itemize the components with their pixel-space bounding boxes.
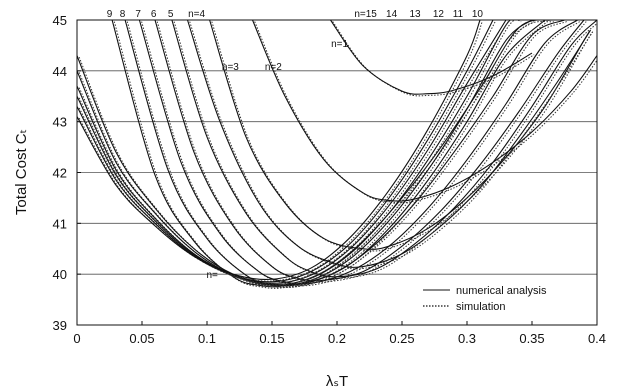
curve-label: 6 <box>151 9 157 20</box>
series-simulation-line <box>254 21 597 204</box>
y-tick-label: 43 <box>53 115 67 130</box>
series-simulation-line <box>173 21 597 279</box>
x-tick-label: 0.4 <box>588 331 606 346</box>
series-simulation-line <box>78 21 483 282</box>
y-tick-label: 44 <box>53 64 67 79</box>
legend-label-simulation: simulation <box>456 301 506 313</box>
curve-label: n=2 <box>265 62 282 73</box>
x-axis-label: λₛT <box>326 373 348 390</box>
series-simulation-line <box>211 21 594 252</box>
x-tick-label: 0.25 <box>389 331 414 346</box>
x-tick-label: 0.15 <box>259 331 284 346</box>
x-tick-label: 0.3 <box>458 331 476 346</box>
series-simulation-line <box>189 21 594 270</box>
y-tick-label: 42 <box>53 166 67 181</box>
y-axis-ticks: 39 40 41 42 43 44 45 <box>53 13 81 333</box>
x-axis-ticks: 0 0.05 0.1 0.15 0.2 0.25 0.3 0.35 0.4 <box>73 321 606 346</box>
y-tick-label: 40 <box>53 267 67 282</box>
curve-label: n=3 <box>222 62 239 73</box>
curve-label: 10 <box>472 9 484 20</box>
series-simulation-line <box>78 21 535 288</box>
x-tick-label: 0.2 <box>328 331 346 346</box>
curve-labels: 9 8 7 6 5 n=4 n=15 14 13 12 11 10 n=3 n=2 n=1 n= <box>107 9 484 281</box>
legend-label-numerical: numerical analysis <box>456 285 547 297</box>
series-analysis-line <box>77 20 494 283</box>
x-tick-label: 0.35 <box>519 331 544 346</box>
x-tick-label: 0.05 <box>129 331 154 346</box>
y-axis-label: Total Cost Cₜ <box>13 129 30 215</box>
series-group <box>77 20 597 289</box>
x-tick-label: 0.1 <box>198 331 216 346</box>
y-tick-label: 45 <box>53 13 67 28</box>
legend: numerical analysis simulation <box>423 285 547 313</box>
series-analysis-line <box>77 20 520 285</box>
series-simulation-line <box>141 21 580 287</box>
series-analysis-line <box>77 20 546 287</box>
y-tick-label: 41 <box>53 216 67 231</box>
series-analysis-line <box>209 20 591 250</box>
curve-label: 11 <box>453 9 464 20</box>
series-simulation-line <box>156 21 587 283</box>
series-analysis-line <box>154 20 585 282</box>
series-analysis-line <box>138 20 578 285</box>
curve-label: 14 <box>386 9 398 20</box>
curve-label: 9 <box>107 9 113 20</box>
curve-label: 8 <box>120 9 126 20</box>
curve-label: n=15 <box>354 9 377 20</box>
curve-label: 13 <box>409 9 421 20</box>
series-simulation-line <box>126 21 567 288</box>
curve-label: n= <box>206 270 218 281</box>
curve-label: 12 <box>433 9 445 20</box>
curve-label: 7 <box>135 9 141 20</box>
x-tick-label: 0 <box>73 331 80 346</box>
y-tick-label: 39 <box>53 318 67 333</box>
curve-label: 5 <box>168 9 174 20</box>
series-simulation-line <box>78 21 548 288</box>
series-analysis-line <box>186 20 591 268</box>
series-analysis-line <box>77 20 481 281</box>
curve-label: n=4 <box>188 9 205 20</box>
curve-label: n=1 <box>331 39 348 50</box>
series-simulation-line <box>78 20 522 287</box>
